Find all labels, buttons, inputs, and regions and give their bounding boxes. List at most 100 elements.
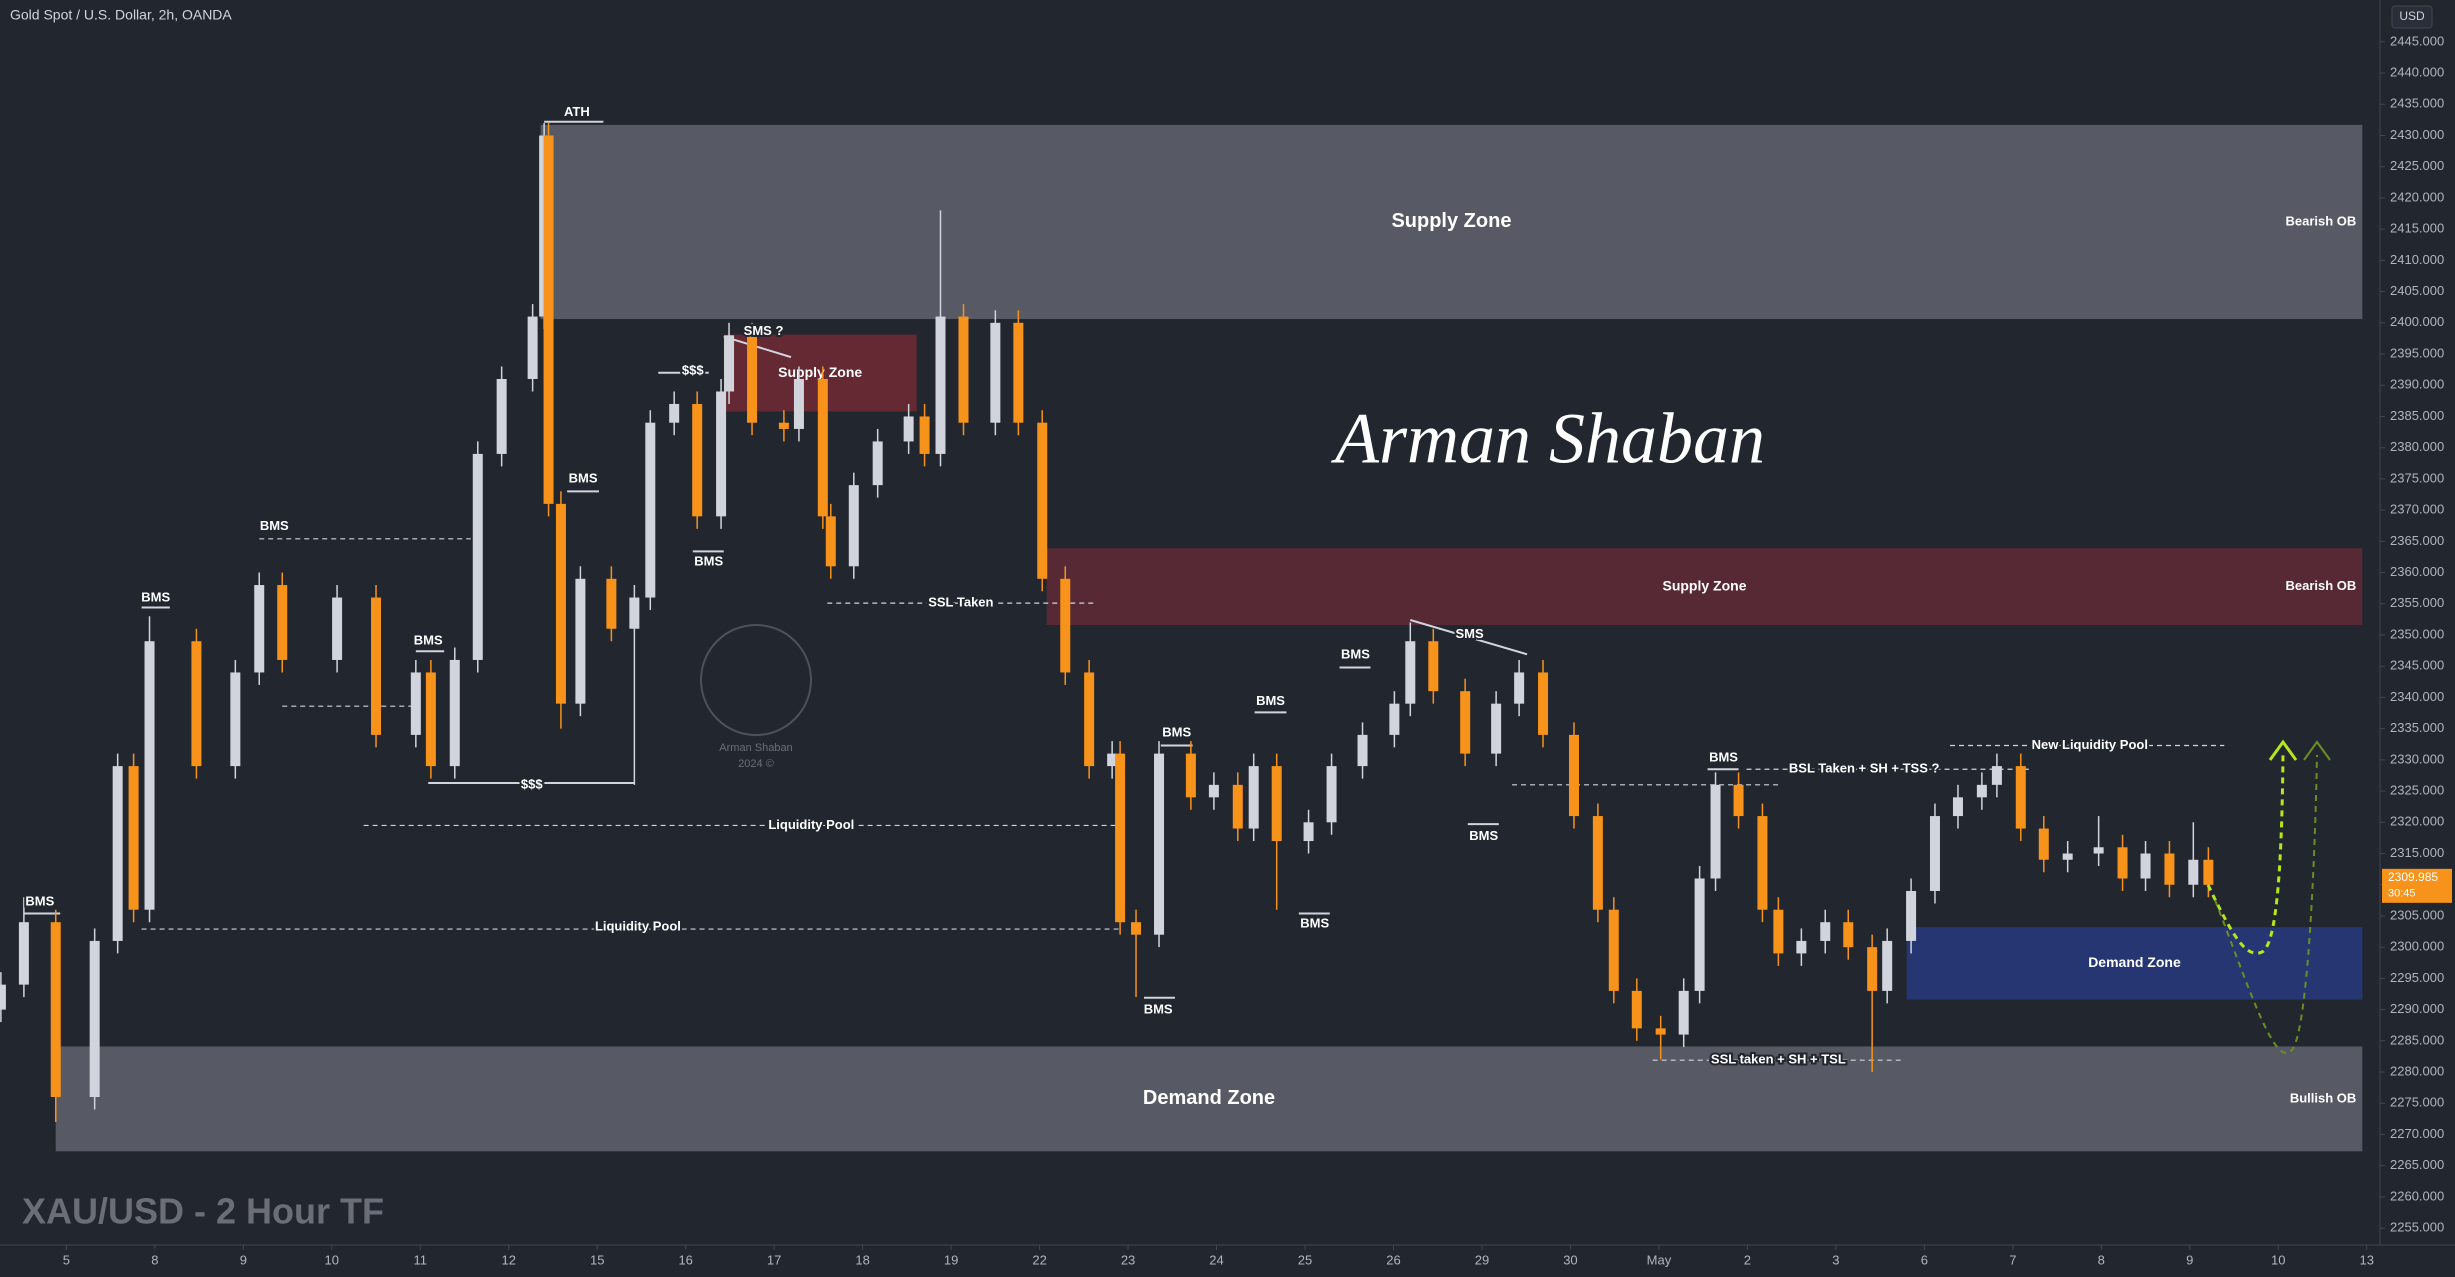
y-tick-label: 2255.000 xyxy=(2390,1220,2444,1235)
x-tick-label: 29 xyxy=(1475,1252,1489,1267)
zone xyxy=(55,1046,2363,1152)
candle-body xyxy=(1232,784,1243,829)
candle-body xyxy=(449,659,460,767)
candle-body xyxy=(1084,672,1095,767)
candle-body xyxy=(496,378,507,454)
level-line xyxy=(1410,619,1528,656)
candle-body xyxy=(1491,703,1502,754)
annotation: BMS xyxy=(1256,693,1285,708)
candle-body xyxy=(2188,859,2199,885)
zone-label: Supply Zone xyxy=(778,364,862,380)
y-tick-label: 2330.000 xyxy=(2390,751,2444,766)
last-price-label: 2309.985 xyxy=(2388,870,2438,884)
candle-body xyxy=(472,453,483,660)
candle-body xyxy=(2164,853,2175,885)
signature: Arman Shaban xyxy=(1331,399,1765,479)
y-tick-label: 2415.000 xyxy=(2390,221,2444,236)
y-tick-label: 2405.000 xyxy=(2390,283,2444,298)
x-tick-label: 22 xyxy=(1032,1252,1046,1267)
y-tick-label: 2280.000 xyxy=(2390,1063,2444,1078)
annotation: $$$ xyxy=(682,362,704,377)
annotation: SSL taken + SH + TSL xyxy=(1711,1052,1846,1067)
annotation: BMS xyxy=(260,518,289,533)
candle-body xyxy=(1843,922,1854,948)
annotations: ATH BMS BMS BMS BMS $$$ Liquidity Pool Liquidit… xyxy=(23,102,2150,1069)
candle-body xyxy=(606,578,617,629)
y-tick-label: 2420.000 xyxy=(2390,189,2444,204)
x-tick-label: 3 xyxy=(1832,1252,1839,1267)
candle-body xyxy=(2117,847,2128,879)
lines xyxy=(23,120,2225,1061)
annotation: New Liquidity Pool xyxy=(2032,737,2148,752)
y-tick-label: 2410.000 xyxy=(2390,252,2444,267)
candle-body xyxy=(1037,422,1048,579)
candle-body xyxy=(793,378,804,429)
annotation: ATH xyxy=(564,104,590,119)
y-tick-label: 2375.000 xyxy=(2390,470,2444,485)
y-tick-label: 2270.000 xyxy=(2390,1126,2444,1141)
annotation: BMS xyxy=(1341,646,1370,661)
candle-body xyxy=(1906,890,1917,941)
candle-body xyxy=(645,422,656,598)
candle-body xyxy=(1608,909,1619,991)
zone xyxy=(1046,548,2363,625)
annotation: SSL Taken xyxy=(928,595,993,610)
candle-body xyxy=(1389,703,1400,735)
zone-side-label: Bullish OB xyxy=(2290,1090,2356,1105)
candle-body xyxy=(1303,822,1314,842)
annotation: BMS xyxy=(1300,916,1329,931)
candle-body xyxy=(1733,784,1744,817)
y-tick-label: 2315.000 xyxy=(2390,845,2444,860)
annotation: BMS xyxy=(569,470,598,485)
candle-body xyxy=(1357,734,1368,767)
candle-body xyxy=(1115,753,1126,923)
x-tick-label: 19 xyxy=(944,1252,958,1267)
y-tick-label: 2290.000 xyxy=(2390,1001,2444,1016)
candle-body xyxy=(958,316,969,423)
x-tick-label: 15 xyxy=(590,1252,604,1267)
x-tick-label: 18 xyxy=(855,1252,869,1267)
candle-body xyxy=(1710,784,1721,879)
zone xyxy=(540,124,2363,320)
candle-body xyxy=(1107,753,1118,767)
projection-arrow xyxy=(2303,740,2331,761)
candle-body xyxy=(0,984,6,1010)
candle-body xyxy=(1248,766,1259,829)
y-tick-label: 2380.000 xyxy=(2390,439,2444,454)
candle-body xyxy=(2038,828,2049,860)
candle-body xyxy=(724,335,735,392)
candle-body xyxy=(2015,766,2026,829)
x-tick-label: 24 xyxy=(1209,1252,1223,1267)
candle-body xyxy=(128,766,139,910)
candle-body xyxy=(527,316,538,379)
y-tick-label: 2305.000 xyxy=(2390,907,2444,922)
candle-body xyxy=(2203,859,2214,885)
candle-body xyxy=(903,416,914,442)
projection-path xyxy=(2214,754,2318,1054)
candles xyxy=(0,123,2214,1122)
candle-body xyxy=(1882,940,1893,991)
x-tick-label: 23 xyxy=(1121,1252,1135,1267)
candle-body xyxy=(716,391,727,517)
candle-body xyxy=(1060,578,1071,673)
annotation: BMS xyxy=(1709,749,1738,764)
x-tick-label: 17 xyxy=(767,1252,781,1267)
zone-side-label: Bearish OB xyxy=(2285,578,2356,593)
candle-body xyxy=(1678,990,1689,1035)
candle-body xyxy=(848,485,859,567)
candle-body xyxy=(230,672,241,767)
y-tick-label: 2300.000 xyxy=(2390,939,2444,954)
candle-body xyxy=(1568,734,1579,817)
candle-body xyxy=(2093,847,2104,854)
y-tick-label: 2370.000 xyxy=(2390,502,2444,517)
y-tick-label: 2400.000 xyxy=(2390,314,2444,329)
x-tick-label: 7 xyxy=(2009,1252,2016,1267)
y-tick-label: 2360.000 xyxy=(2390,564,2444,579)
candle-body xyxy=(747,335,758,423)
annotation: BMS xyxy=(1162,724,1191,739)
candle-body xyxy=(332,597,343,660)
y-tick-label: 2445.000 xyxy=(2390,33,2444,48)
x-tick-label: 9 xyxy=(240,1252,247,1267)
candle-body xyxy=(410,672,421,735)
